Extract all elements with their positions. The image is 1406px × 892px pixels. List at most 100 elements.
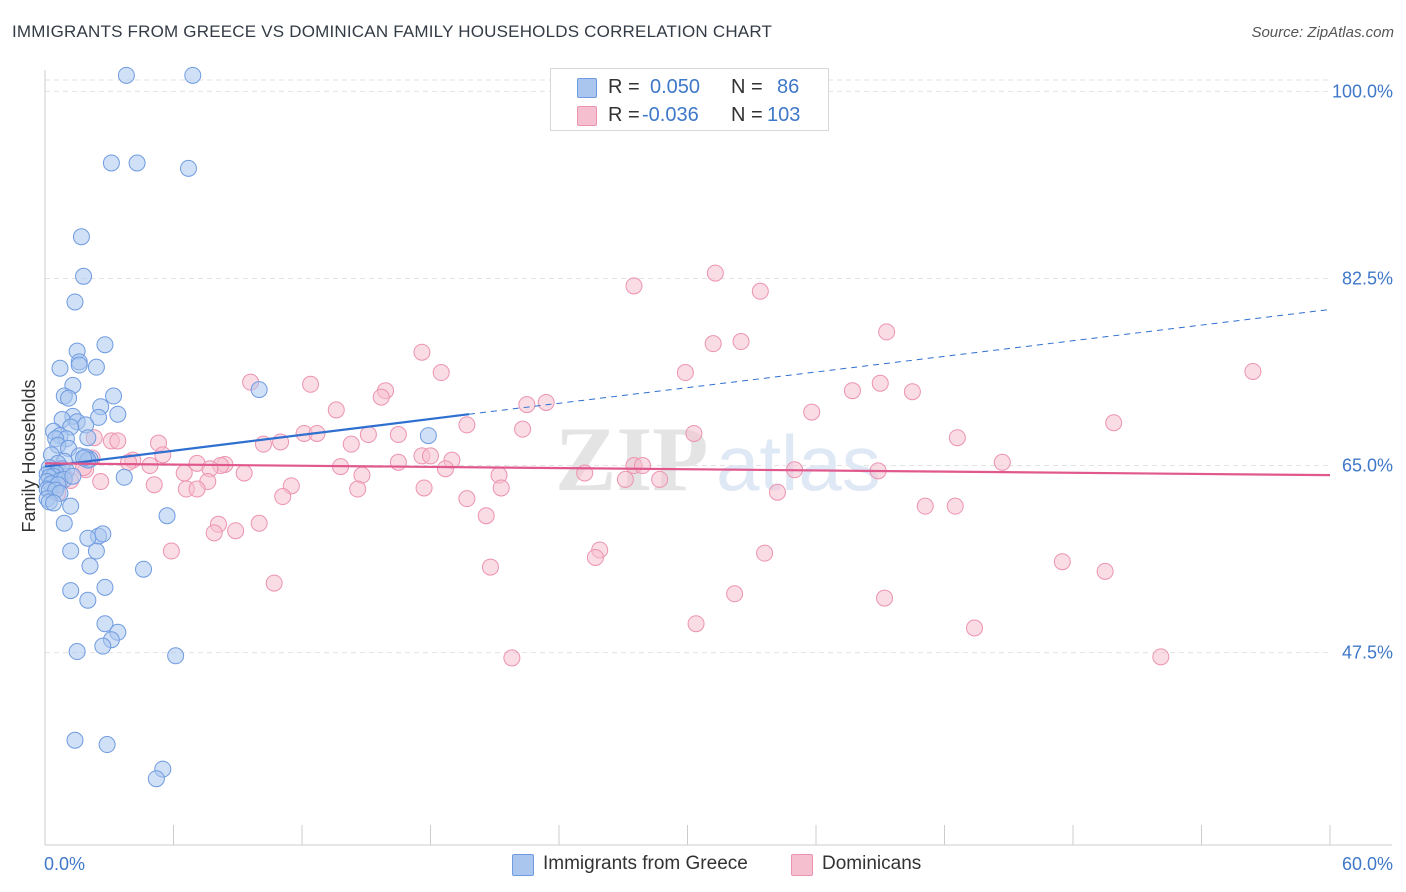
greece-points xyxy=(38,66,437,788)
legend-r-value: 0.050 xyxy=(650,76,701,98)
dominican-point xyxy=(616,470,634,488)
dominican-point xyxy=(458,490,476,508)
greece-point xyxy=(105,387,123,405)
y-axis-label: Family Households xyxy=(19,379,39,532)
y-tick-label: 65.0% xyxy=(1342,456,1393,476)
dominican-point xyxy=(1152,648,1170,666)
watermark: ZIP atlas xyxy=(555,408,881,510)
dominican-point xyxy=(389,426,407,444)
dominican-point xyxy=(1096,562,1114,580)
label-layer: 47.5% 65.0% 82.5% 100.0% 0.0% 60.0% xyxy=(44,81,1393,874)
dominican-point xyxy=(359,426,377,444)
greece-point xyxy=(79,429,97,447)
dominican-point xyxy=(756,544,774,562)
dominican-point xyxy=(342,435,360,453)
greece-point xyxy=(87,542,105,560)
dominican-point xyxy=(903,383,921,401)
dominican-point xyxy=(1053,553,1071,571)
greece-point xyxy=(60,389,78,407)
trend-layer xyxy=(44,308,1331,477)
dominican-point xyxy=(235,464,253,482)
greece-point xyxy=(45,494,63,512)
dominican-point xyxy=(685,424,703,442)
dominican-point xyxy=(162,542,180,560)
bottom-legend-label-greece: Immigrants from Greece xyxy=(543,853,748,874)
dominican-point xyxy=(706,264,724,282)
x-tick-label: 60.0% xyxy=(1342,854,1393,874)
greece-point xyxy=(117,66,135,84)
legend-n-label: N = xyxy=(731,104,763,126)
greece-point xyxy=(419,427,437,445)
legend-n-value: 86 xyxy=(777,76,800,98)
dominican-point xyxy=(92,473,110,491)
dominican-point xyxy=(916,497,934,515)
bottom-legend-swatch-greece xyxy=(512,854,534,876)
greece-point xyxy=(51,359,69,377)
greece-point xyxy=(87,358,105,376)
dominican-point xyxy=(651,470,669,488)
greece-point xyxy=(98,736,116,754)
dominican-point xyxy=(141,457,159,475)
greece-point xyxy=(72,228,90,246)
greece-point xyxy=(96,615,114,633)
dominican-point xyxy=(676,364,694,382)
greece-point xyxy=(102,154,120,172)
dominican-point xyxy=(586,548,604,566)
greece-point xyxy=(115,468,133,486)
dominican-point xyxy=(732,333,750,351)
dominican-point xyxy=(492,479,510,497)
greece-point xyxy=(81,557,99,575)
greece-point xyxy=(128,154,146,172)
greece-point xyxy=(68,643,86,661)
dominican-point xyxy=(415,479,433,497)
greece-point xyxy=(109,405,127,423)
greece-point xyxy=(250,381,268,399)
legend-swatch-dominicans xyxy=(577,106,597,126)
legend-swatch-greece xyxy=(577,78,597,98)
bottom-legend-swatch-dominicans xyxy=(791,854,813,876)
greece-point xyxy=(66,731,84,749)
dominican-point xyxy=(726,585,744,603)
dominican-point xyxy=(768,483,786,501)
dominicans-points xyxy=(45,264,1262,667)
chart-source: Source: ZipAtlas.com xyxy=(1251,24,1394,41)
greece-point xyxy=(64,467,82,485)
dominican-point xyxy=(537,393,555,411)
greece-point xyxy=(55,514,73,532)
dominican-point xyxy=(843,382,861,400)
dominican-point xyxy=(302,375,320,393)
legend-r-label: R = xyxy=(608,76,640,98)
dominican-point xyxy=(227,522,245,540)
legend-r-value: -0.036 xyxy=(642,104,699,126)
dominican-point xyxy=(250,514,268,532)
dominican-point xyxy=(145,476,163,494)
greece-point xyxy=(96,336,114,354)
greece-point xyxy=(75,267,93,285)
legend-row-dominicans: R = -0.036 N = 103 xyxy=(551,101,828,129)
dominican-point xyxy=(154,446,172,464)
dominican-point xyxy=(946,497,964,515)
dominican-point xyxy=(993,453,1011,471)
dominican-point xyxy=(389,453,407,471)
dominican-point xyxy=(413,343,431,361)
dominican-point xyxy=(327,401,345,419)
dominican-point xyxy=(625,277,643,295)
greece-point xyxy=(94,637,112,655)
greece-point xyxy=(62,542,80,560)
bottom-legend-label-dominicans: Dominicans xyxy=(822,853,922,874)
dominican-point xyxy=(372,388,390,406)
dominican-point xyxy=(803,403,821,421)
dominican-point xyxy=(948,429,966,447)
dominican-point xyxy=(1244,362,1262,380)
greece-point xyxy=(96,578,114,596)
greece-point xyxy=(135,560,153,578)
dominican-point xyxy=(205,524,223,542)
dominican-point xyxy=(965,619,983,637)
greece-point xyxy=(184,66,202,84)
greece-trend-line xyxy=(44,413,470,468)
dominican-point xyxy=(514,420,532,438)
dominican-point xyxy=(503,649,521,667)
dominican-point xyxy=(422,447,439,465)
y-tick-label: 47.5% xyxy=(1342,643,1393,663)
